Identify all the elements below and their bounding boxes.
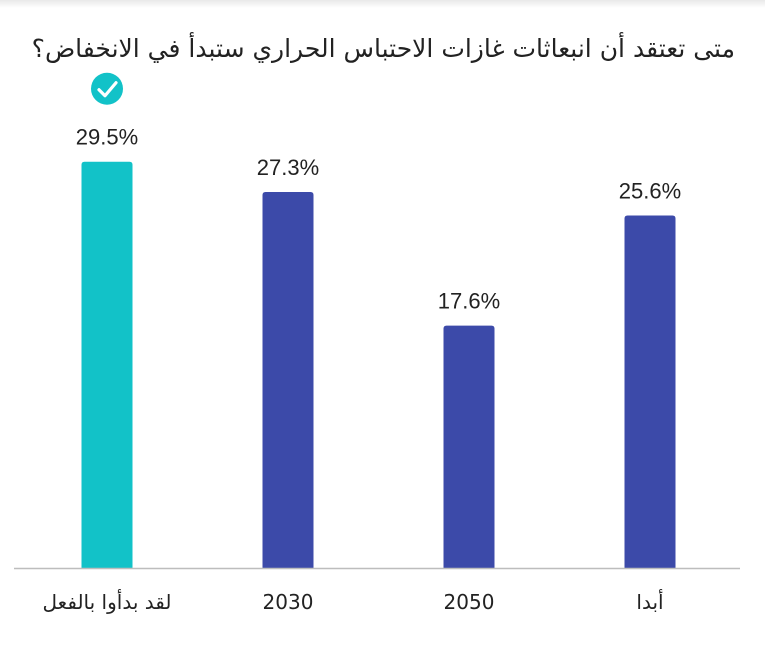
value-label-0: 29.5% (76, 125, 138, 150)
bar-2 (443, 325, 495, 568)
category-label-0: لقد بدأوا بالفعل (43, 589, 172, 614)
bar-1 (262, 192, 314, 569)
category-label-2: 2050 (444, 590, 495, 614)
value-label-3: 25.6% (619, 178, 681, 203)
labels-layer: 29.5% لقد بدأوا بالفعل 27.3% 2030 17.6% 2050 2… (43, 125, 682, 614)
bars-layer (81, 161, 676, 569)
question-title: متى تعتقد أن انبعاثات غازات الاحتباس الح… (31, 34, 735, 63)
bar-0 (81, 161, 133, 568)
icon-layer (91, 72, 123, 105)
check-circle-icon (91, 72, 123, 105)
category-label-1: 2030 (263, 590, 314, 614)
value-label-1: 27.3% (257, 155, 319, 180)
top-shadow (0, 0, 765, 8)
value-label-2: 17.6% (438, 289, 500, 314)
bar-3 (624, 215, 676, 569)
category-label-3: أبدا (636, 589, 663, 614)
